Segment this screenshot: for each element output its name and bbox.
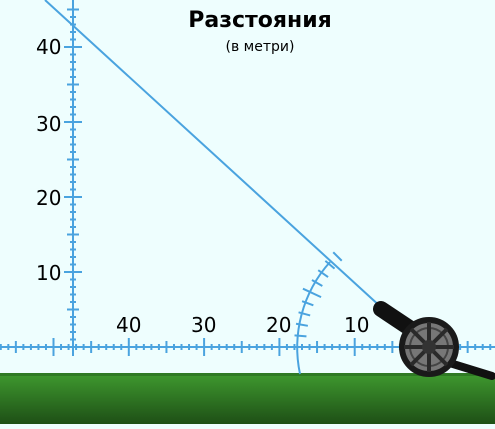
protractor-tick [302, 287, 322, 299]
protractor-tick [294, 334, 307, 338]
protractor-tick [317, 269, 329, 278]
cannon-icon[interactable] [373, 301, 495, 380]
protractor-icon[interactable] [290, 251, 343, 375]
horizontal-axis-label-30: 30 [191, 313, 217, 337]
page-title: Разстояния [188, 8, 332, 33]
protractor-tick [324, 260, 336, 270]
horizontal-axis-label-40: 40 [116, 313, 142, 337]
protractor-tick [332, 251, 343, 262]
ground [0, 373, 495, 424]
protractor-tick [311, 279, 323, 287]
horizontal-axis-label-20: 20 [266, 313, 292, 337]
trajectory-line [44, 0, 406, 330]
protractor-tick [295, 322, 309, 327]
protractor-tick [301, 300, 314, 307]
ground-edge [0, 373, 495, 376]
vertical-axis-label-20: 20 [36, 186, 62, 210]
vertical-axis-label-30: 30 [36, 112, 62, 136]
vertical-axis-label-10: 10 [36, 261, 62, 285]
protractor-tick [298, 311, 311, 317]
page-subtitle: (в метри) [225, 39, 295, 55]
vertical-axis [64, 0, 82, 356]
vertical-axis-label-40: 40 [36, 35, 62, 59]
horizontal-axis-label-10: 10 [344, 313, 370, 337]
